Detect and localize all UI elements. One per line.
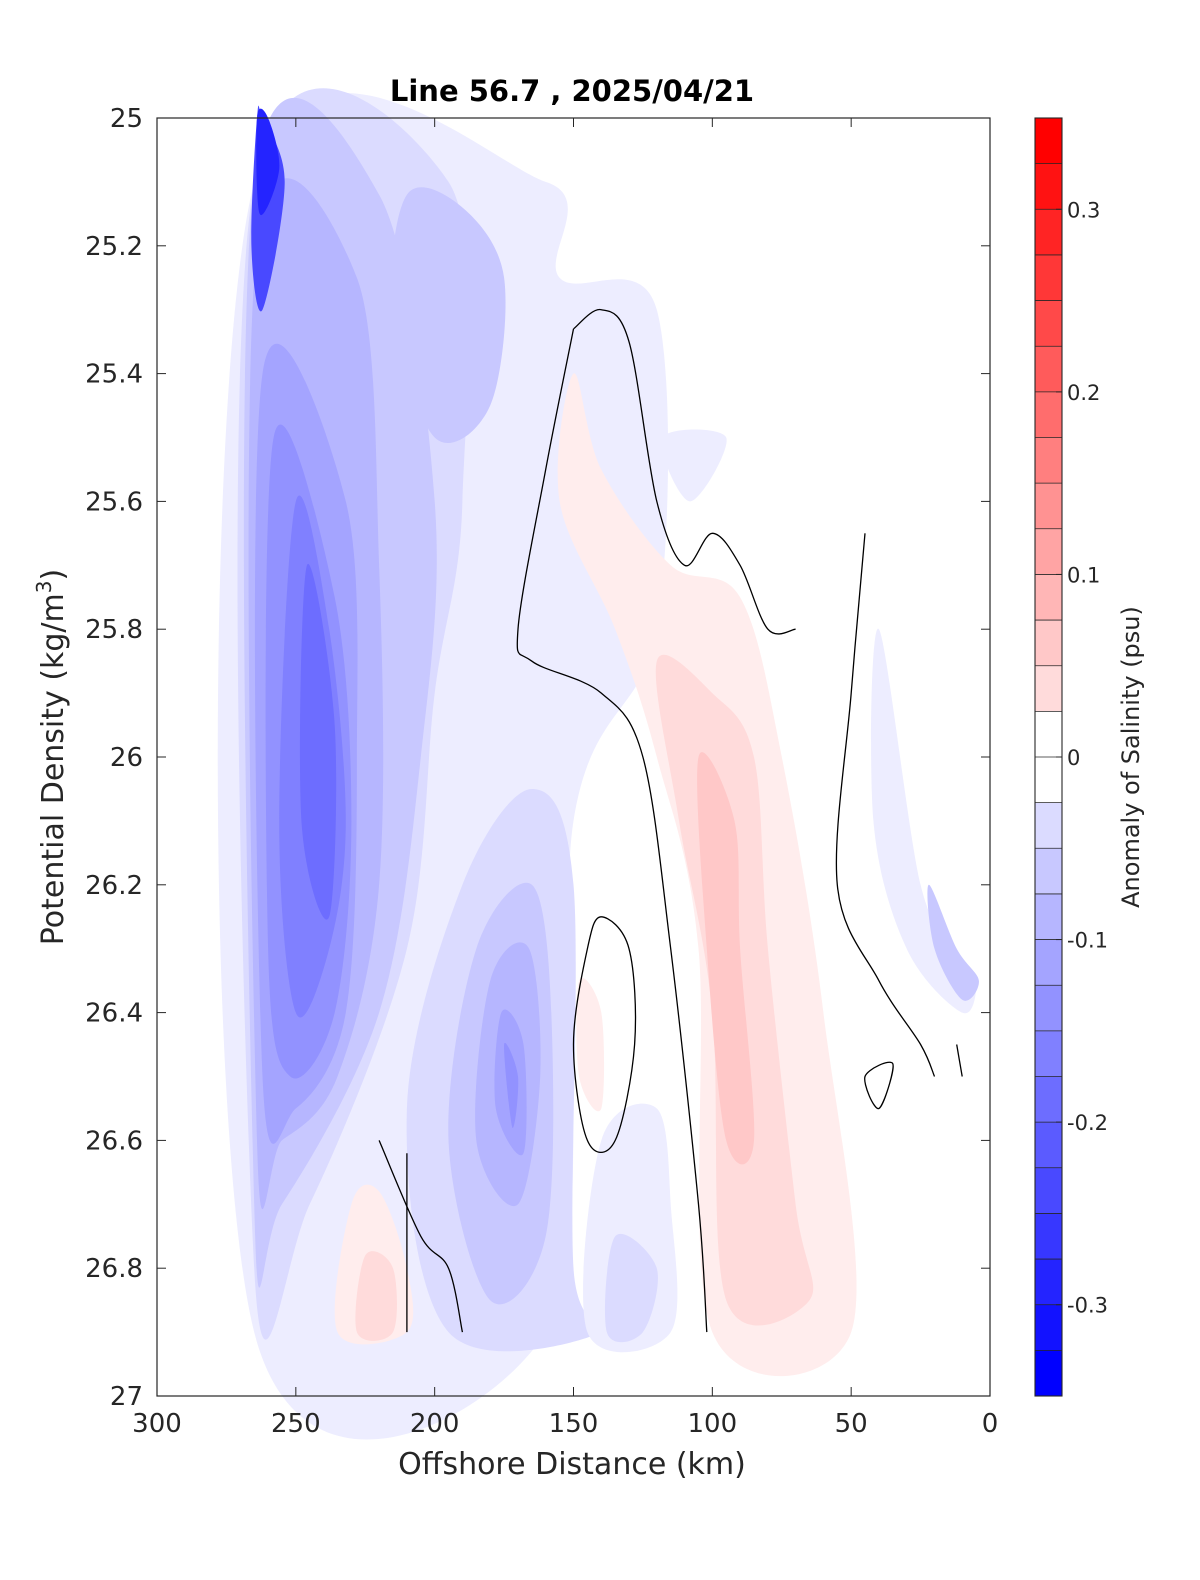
contour-region-neg-10 (391, 187, 506, 444)
contour-region-pos-26 (355, 1251, 397, 1341)
colorbar-tick-label: -0.3 (1067, 1294, 1108, 1318)
x-tick-label: 100 (688, 1409, 738, 1439)
y-tick-label: 26.2 (85, 871, 143, 901)
y-axis: 25 25.2 25.4 25.6 25.8 26 26.2 26.4 26.6 26.8 27 (85, 104, 990, 1412)
colorbar-bin (1035, 711, 1062, 757)
y-tick-label: 26.8 (85, 1254, 143, 1284)
zero-contour-layer (378, 309, 963, 1333)
colorbar-tick-label: 0.2 (1067, 381, 1100, 405)
colorbar-tick-label: -0.1 (1067, 929, 1108, 953)
y-axis-label-base: Potential Density (kg/m (36, 593, 71, 945)
x-tick-label: 250 (271, 1409, 321, 1439)
colorbar-bin (1035, 893, 1062, 940)
colorbar-label: Anomaly of Salinity (psu) (1117, 606, 1145, 908)
zero-contour-line-3 (378, 1140, 464, 1333)
contour-region-pos-24 (576, 977, 605, 1112)
colorbar-bin (1035, 985, 1062, 1031)
zero-contour-line-6 (864, 1061, 894, 1110)
colorbar-bin (1035, 1304, 1062, 1351)
zero-contour-line-5 (835, 533, 936, 1077)
contour-region-pos-23 (697, 752, 755, 1165)
zero-contour-line-1 (516, 328, 708, 1333)
y-axis-label-end: ) (36, 569, 71, 581)
colorbar-bin (1035, 848, 1062, 894)
x-tick-label: 200 (410, 1409, 460, 1439)
colorbar-bin (1035, 574, 1062, 621)
colorbar-bin (1035, 665, 1062, 712)
colorbar-bin (1035, 1167, 1062, 1214)
colorbar: -0.3 -0.2 -0.1 0 0.1 0.2 0.3 (1034, 117, 1108, 1397)
colorbar-bin (1035, 757, 1062, 803)
colorbar-bin (1035, 1030, 1062, 1077)
colorbar-bin (1035, 1213, 1062, 1260)
colorbar-bin (1035, 346, 1062, 392)
colorbar-bin (1035, 1122, 1062, 1168)
plot-area (156, 88, 991, 1440)
colorbar-bin (1035, 300, 1062, 347)
zero-contour-line-2 (572, 916, 637, 1154)
colorbar-bin (1035, 118, 1062, 164)
contour-region-neg-9 (256, 108, 280, 216)
y-tick-label: 26.6 (85, 1126, 143, 1156)
zero-contour-line-0 (573, 309, 796, 635)
colorbar-bin (1035, 528, 1062, 575)
zero-contour-line-7 (956, 1044, 963, 1077)
contour-region-neg-17 (604, 1233, 658, 1343)
x-axis-label: Offshore Distance (km) (398, 1447, 746, 1482)
colorbar-bin (1035, 254, 1062, 301)
colorbar-bin (1035, 1259, 1062, 1305)
y-axis-label: Potential Density (kg/m3) (32, 569, 71, 945)
colorbar-bin (1035, 163, 1062, 210)
colorbar-tick-label: 0.3 (1067, 198, 1100, 222)
y-tick-label: 27 (110, 1382, 143, 1412)
x-tick-label: 150 (549, 1409, 599, 1439)
y-axis-label-superscript: 3 (32, 580, 56, 593)
chart-title: Line 56.7 , 2025/04/21 (390, 74, 754, 108)
colorbar-tick-label: 0.1 (1067, 563, 1100, 587)
contour-region-neg-19 (871, 628, 977, 1014)
y-tick-label: 26.4 (85, 999, 143, 1029)
y-tick-label: 25.2 (85, 232, 143, 262)
colorbar-bin (1035, 939, 1062, 986)
contour-region-neg-15 (504, 1042, 519, 1129)
colorbar-bin (1035, 1350, 1062, 1396)
filled-contour-layer (217, 88, 979, 1440)
colorbar-bin (1035, 209, 1062, 255)
x-tick-label: 0 (982, 1409, 999, 1439)
y-tick-label: 26 (110, 743, 143, 773)
x-tick-label: 300 (132, 1409, 182, 1439)
contour-region-neg-18 (661, 429, 727, 502)
colorbar-bin (1035, 802, 1062, 849)
x-axis: 300 250 200 150 100 50 0 (132, 118, 998, 1439)
colorbar-tick-label: 0 (1067, 746, 1080, 770)
contour-region-neg-7 (299, 563, 337, 920)
x-tick-label: 50 (835, 1409, 868, 1439)
colorbar-bin (1035, 483, 1062, 529)
y-tick-label: 25.8 (85, 615, 143, 645)
colorbar-bin (1035, 1076, 1062, 1123)
y-tick-label: 25.6 (85, 487, 143, 517)
colorbar-bin (1035, 391, 1062, 438)
y-tick-label: 25.4 (85, 360, 143, 390)
y-tick-label: 25 (110, 104, 143, 134)
colorbar-bin (1035, 437, 1062, 484)
colorbar-tick-label: -0.2 (1067, 1111, 1108, 1135)
colorbar-bin (1035, 620, 1062, 666)
contour-region-neg-20 (927, 884, 979, 1001)
